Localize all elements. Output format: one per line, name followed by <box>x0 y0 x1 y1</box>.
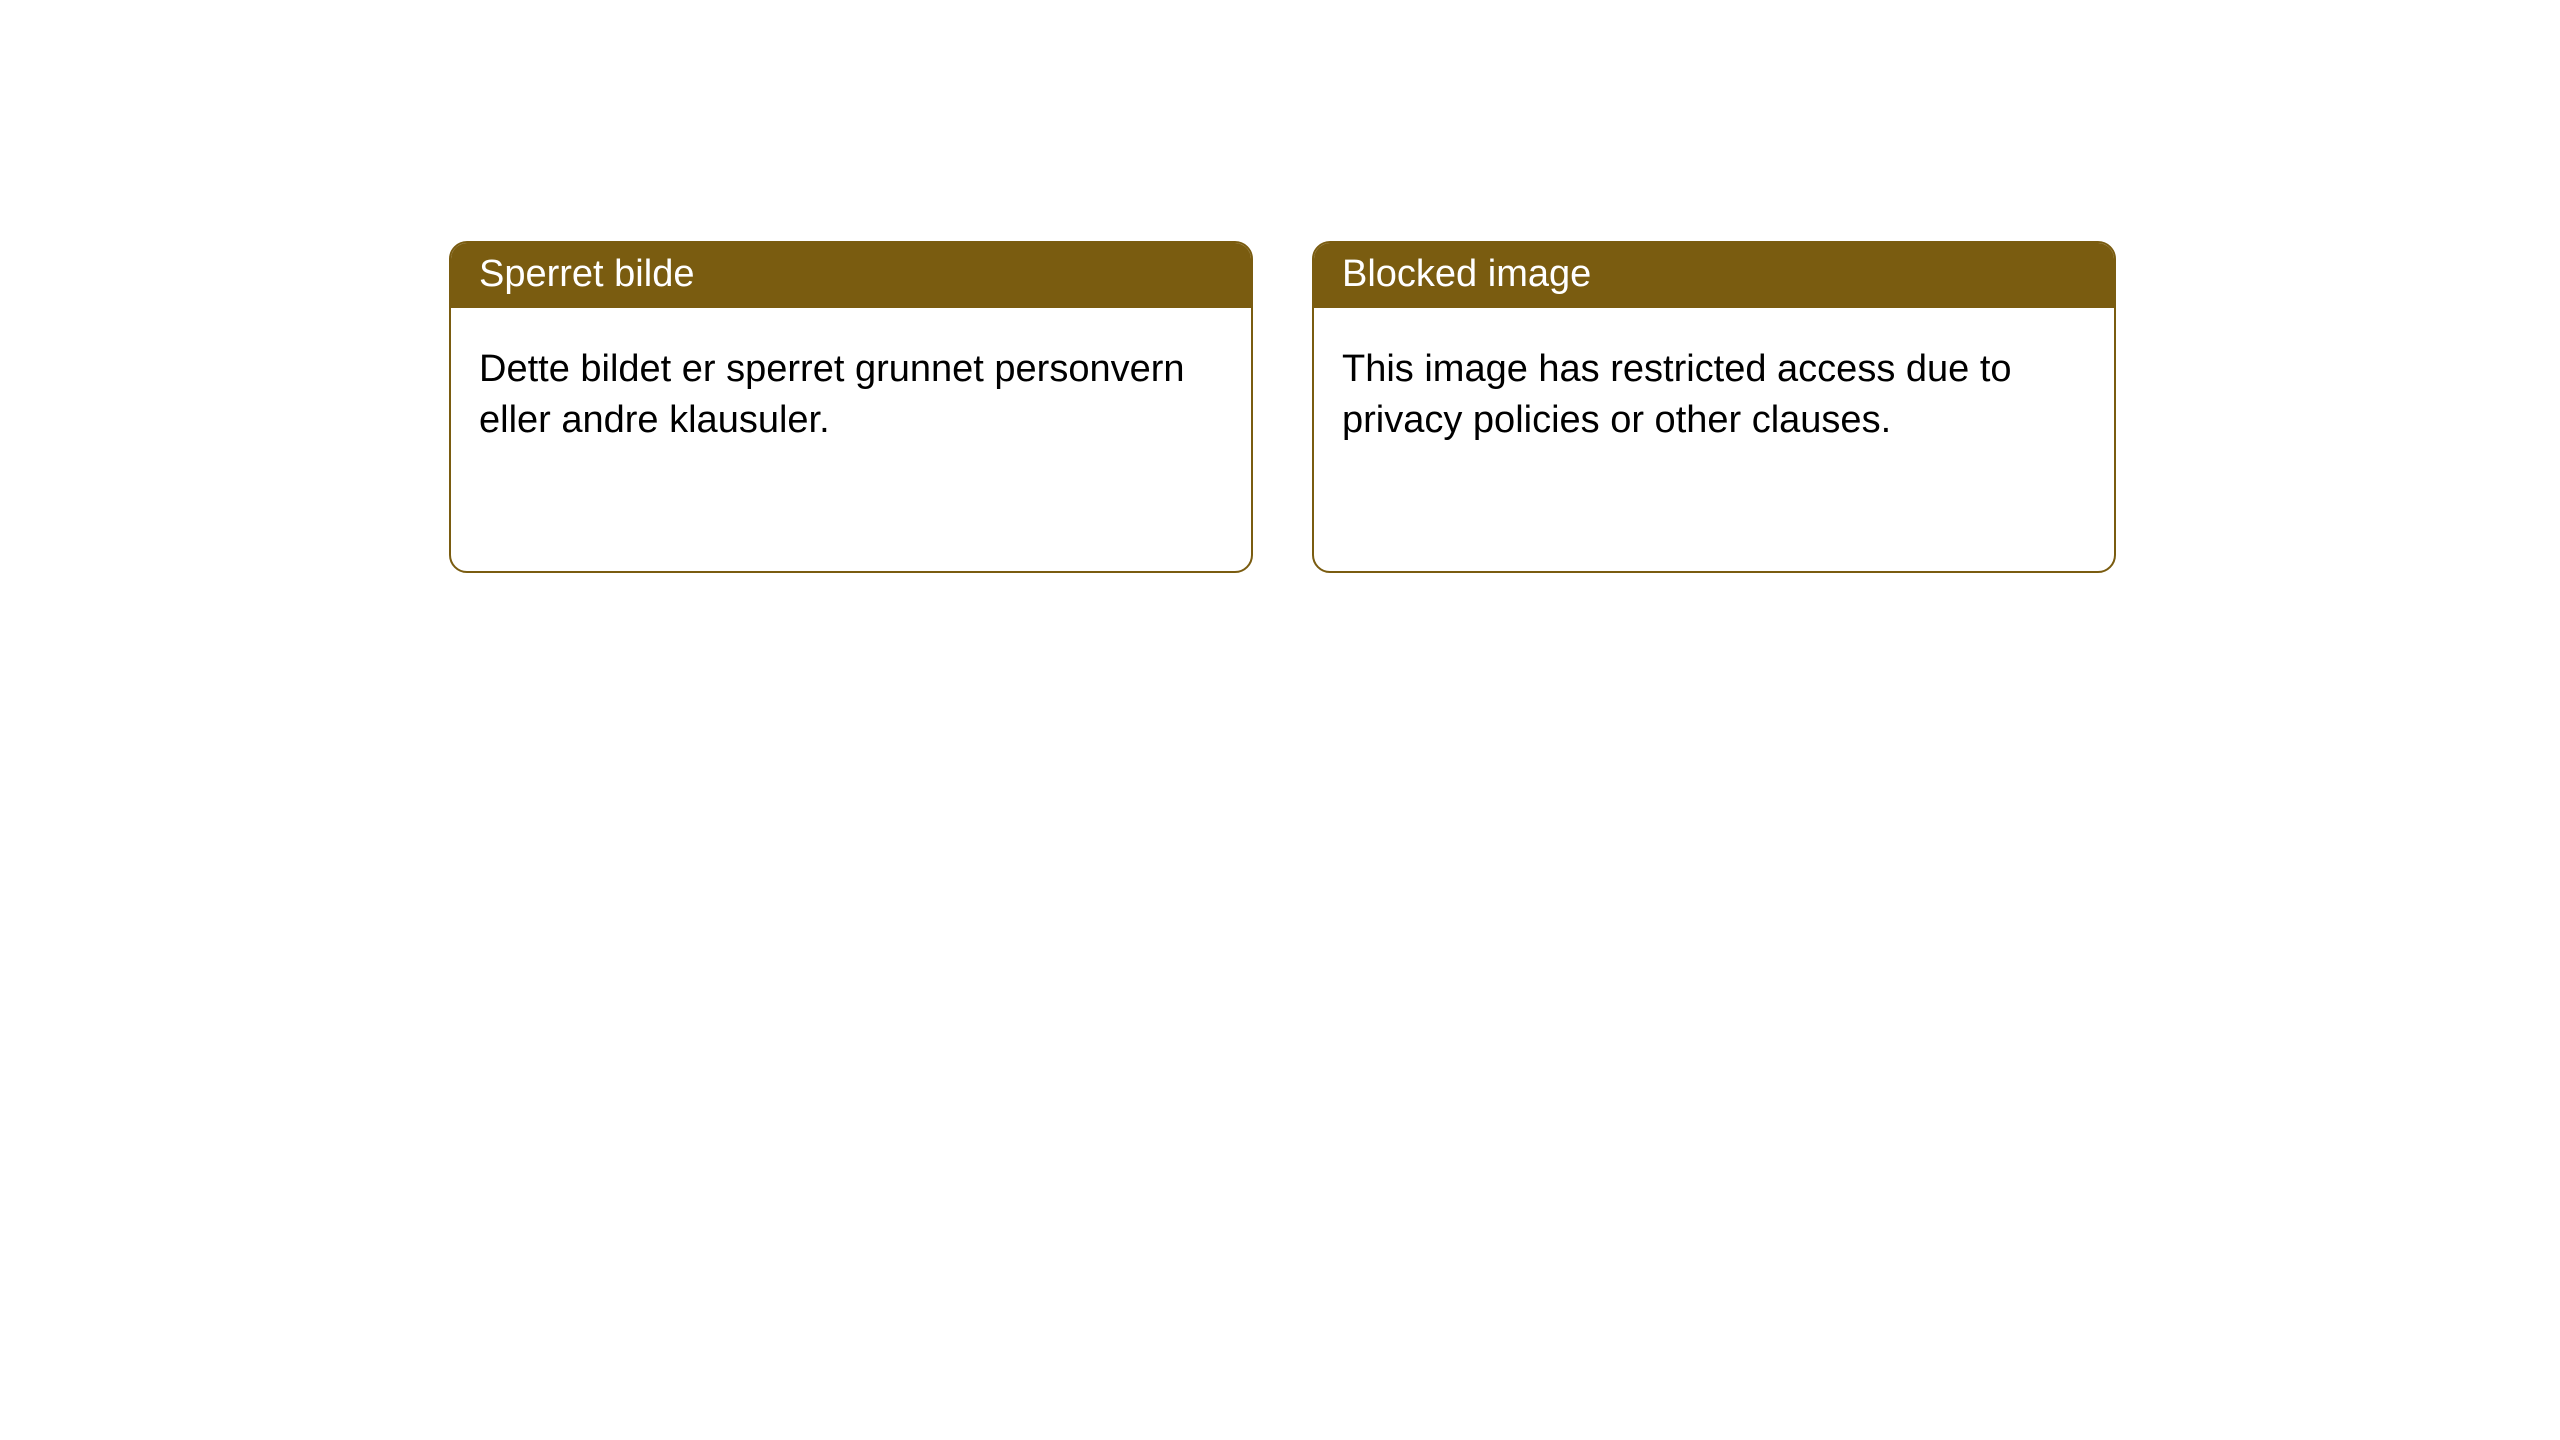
card-header: Sperret bilde <box>451 243 1251 308</box>
card-body-text: Dette bildet er sperret grunnet personve… <box>479 348 1185 441</box>
card-title: Blocked image <box>1342 253 1591 295</box>
notice-card-english: Blocked image This image has restricted … <box>1312 241 2116 573</box>
notice-card-norwegian: Sperret bilde Dette bildet er sperret gr… <box>449 241 1253 573</box>
card-header: Blocked image <box>1314 243 2114 308</box>
card-body-text: This image has restricted access due to … <box>1342 348 2012 441</box>
card-body: This image has restricted access due to … <box>1314 308 2114 483</box>
card-body: Dette bildet er sperret grunnet personve… <box>451 308 1251 483</box>
card-title: Sperret bilde <box>479 253 694 295</box>
cards-container: Sperret bilde Dette bildet er sperret gr… <box>449 241 2560 573</box>
